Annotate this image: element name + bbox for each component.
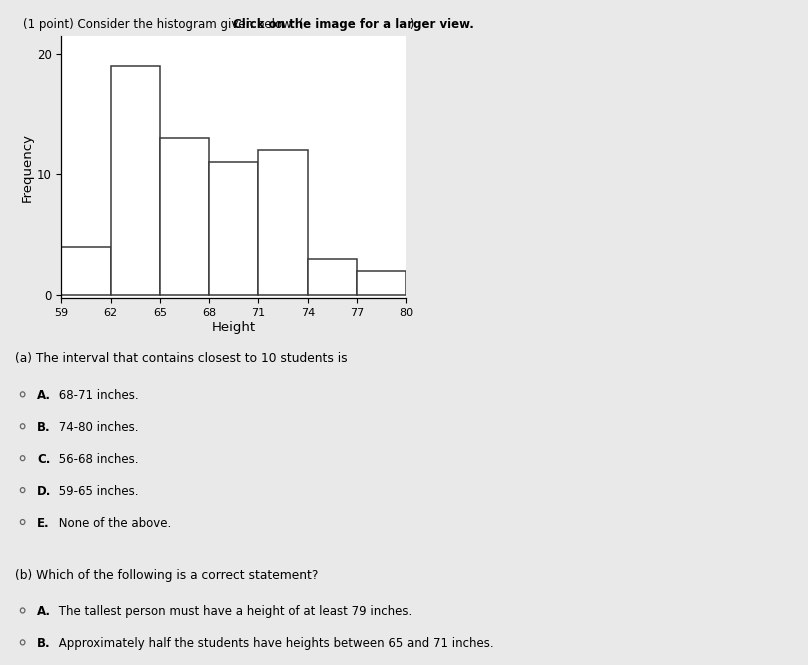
- Text: B.: B.: [37, 421, 51, 434]
- Text: B.: B.: [37, 637, 51, 650]
- Text: (1 point) Consider the histogram given below: (: (1 point) Consider the histogram given b…: [23, 18, 307, 31]
- X-axis label: Height: Height: [212, 321, 256, 334]
- Text: None of the above.: None of the above.: [55, 517, 171, 530]
- Text: 74-80 inches.: 74-80 inches.: [55, 421, 138, 434]
- Text: The tallest person must have a height of at least 79 inches.: The tallest person must have a height of…: [55, 605, 412, 618]
- Text: 56-68 inches.: 56-68 inches.: [55, 453, 138, 466]
- Text: (b) Which of the following is a correct statement?: (b) Which of the following is a correct …: [15, 569, 318, 582]
- Bar: [111, 66, 160, 295]
- Bar: [61, 247, 111, 295]
- Bar: [308, 259, 357, 295]
- Bar: [259, 150, 308, 295]
- Text: ): ): [406, 18, 415, 31]
- Text: E.: E.: [37, 517, 50, 530]
- Text: Approximately half the students have heights between 65 and 71 inches.: Approximately half the students have hei…: [55, 637, 494, 650]
- Text: 59-65 inches.: 59-65 inches.: [55, 485, 138, 498]
- Bar: [209, 162, 259, 295]
- Bar: [160, 138, 209, 295]
- Y-axis label: Frequency: Frequency: [21, 133, 34, 201]
- Text: C.: C.: [37, 453, 51, 466]
- Text: D.: D.: [37, 485, 52, 498]
- Text: A.: A.: [37, 389, 51, 402]
- Text: (a) The interval that contains closest to 10 students is: (a) The interval that contains closest t…: [15, 352, 347, 366]
- Text: A.: A.: [37, 605, 51, 618]
- Text: 68-71 inches.: 68-71 inches.: [55, 389, 138, 402]
- Bar: [357, 271, 406, 295]
- Text: Click on the image for a larger view.: Click on the image for a larger view.: [233, 18, 473, 31]
